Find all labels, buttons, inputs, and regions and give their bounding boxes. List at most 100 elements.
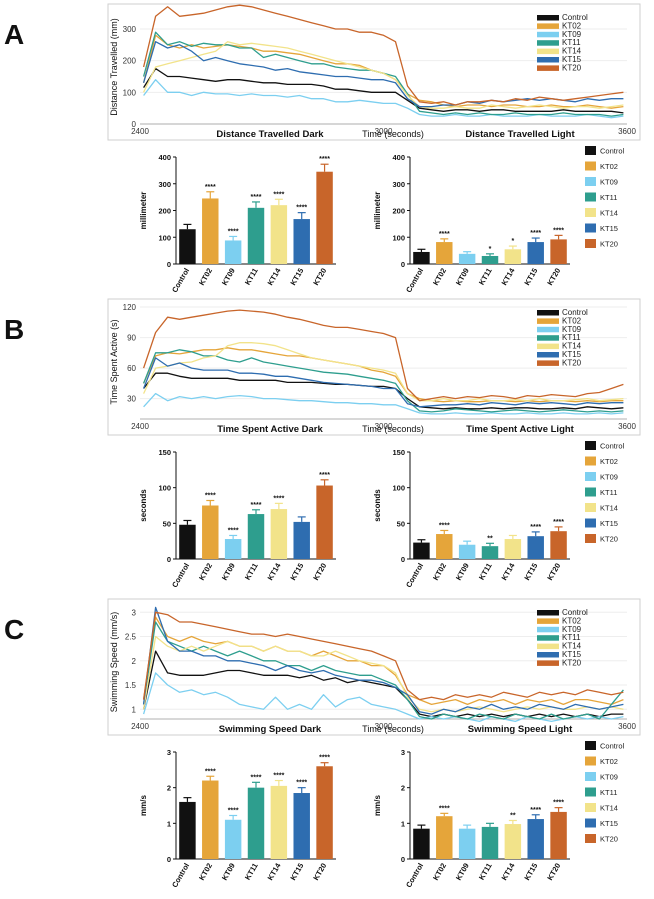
x-tick-label: KT09 <box>454 267 471 287</box>
series-line-kt02 <box>142 34 624 109</box>
bar-kt15 <box>527 242 544 264</box>
significance-stars: **** <box>553 519 564 526</box>
x-tick-label: KT15 <box>522 862 539 882</box>
bar-kt02 <box>202 780 219 859</box>
legend-swatch <box>585 161 596 171</box>
x-tick-label: 3000 <box>375 422 393 431</box>
bar-kt14 <box>270 509 288 559</box>
bar-chart-dark: 0 1 2 3 mm/s Control **** KT02 **** KT09 **** KT11 *… <box>139 748 336 889</box>
bar-legend: Control KT02 KT09 KT11 KT14 KT15 KT20 <box>585 741 625 844</box>
x-tick-label: KT15 <box>522 267 539 287</box>
light-label: Distance Travelled Light <box>465 129 575 140</box>
legend-swatch <box>585 756 596 766</box>
legend-label: KT09 <box>562 625 582 634</box>
series-line-kt11 <box>142 349 624 413</box>
legend-swatch <box>585 487 596 497</box>
x-tick-label: 3000 <box>375 722 393 731</box>
panel-C: C 1 1.5 2 2.5 3 2400 3000 3600 Swimming Speed (mm… <box>4 598 641 889</box>
significance-stars: **** <box>273 495 284 502</box>
significance-stars: **** <box>319 156 330 163</box>
legend-swatch <box>537 660 559 666</box>
x-tick-label: 2400 <box>131 422 149 431</box>
bar-kt02 <box>436 242 453 264</box>
x-tick-label: Control <box>170 862 191 890</box>
legend-swatch <box>537 40 559 46</box>
x-tick-label: KT20 <box>311 267 328 287</box>
legend-swatch <box>537 23 559 29</box>
bar-chart-light: 0 50 100 150 seconds Control **** KT02 KT09 ** KT1… <box>373 448 570 589</box>
legend-swatch <box>585 146 596 155</box>
y-tick-label: 200 <box>123 57 137 66</box>
y-tick-label: 1 <box>401 819 405 828</box>
y-tick-label: 0 <box>132 120 137 129</box>
legend-swatch <box>537 65 559 71</box>
legend-swatch <box>585 803 596 812</box>
legend-label: KT09 <box>600 178 618 187</box>
bar-kt09 <box>458 253 476 264</box>
legend-label: KT09 <box>600 473 618 482</box>
significance-stars: **** <box>319 472 330 479</box>
bar-kt09 <box>224 539 242 559</box>
panel-letter: C <box>4 614 24 645</box>
x-tick-label: Control <box>170 562 191 590</box>
significance-stars: **** <box>553 227 564 234</box>
significance-stars: **** <box>439 231 450 238</box>
x-tick-label: 3600 <box>618 422 636 431</box>
y-tick-label: 2 <box>401 784 405 793</box>
light-label: Swimming Speed Light <box>468 724 573 735</box>
y-tick-label: 3 <box>167 748 171 757</box>
legend-swatch <box>537 352 559 358</box>
significance-stars: **** <box>251 502 262 509</box>
y-tick-label: 100 <box>392 233 405 242</box>
legend-label: KT15 <box>600 819 618 828</box>
legend-swatch <box>585 772 596 781</box>
legend-label: KT02 <box>562 21 582 30</box>
bar-kt02 <box>202 198 219 264</box>
x-tick-label: Control <box>404 562 425 590</box>
x-tick-label: KT09 <box>454 562 471 582</box>
y-tick-label: 50 <box>163 519 171 528</box>
x-tick-label: KT15 <box>288 267 305 287</box>
panel-B: B 30 60 90 120 2400 3000 3600 Time Spent Active … <box>4 298 641 589</box>
y-tick-label: 300 <box>158 180 171 189</box>
legend-label: KT14 <box>562 642 582 651</box>
y-tick-label: 50 <box>397 519 405 528</box>
legend-swatch <box>585 503 596 512</box>
bar-kt09 <box>224 240 242 264</box>
bar-kt20 <box>316 171 333 264</box>
bar-ylabel: mm/s <box>139 795 148 816</box>
legend-swatch <box>585 239 596 248</box>
x-tick-label: KT15 <box>522 562 539 582</box>
panel-letter: B <box>4 314 24 345</box>
y-tick-label: 300 <box>392 180 405 189</box>
bar-kt11 <box>247 514 265 559</box>
x-tick-label: KT02 <box>197 562 214 582</box>
bar-legend: Control KT02 KT09 KT11 KT14 KT15 KT20 <box>585 441 625 544</box>
bar-ylabel: millimeter <box>373 192 382 230</box>
bar-chart-dark: 0 50 100 150 seconds Control **** KT02 **** KT09 *… <box>139 448 336 589</box>
y-tick-label: 400 <box>392 153 405 162</box>
timeline-plot: 0 100 200 300 2400 3000 3600 Distance Travelled… <box>107 3 641 141</box>
significance-stars: **** <box>205 184 216 191</box>
legend-label: KT20 <box>600 240 618 249</box>
x-tick-label: KT09 <box>220 267 237 287</box>
y-tick-label: 400 <box>158 153 171 162</box>
bar-control <box>413 828 430 859</box>
legend-label: Control <box>600 442 625 451</box>
x-tick-label: KT11 <box>243 267 260 287</box>
legend-swatch <box>537 57 559 63</box>
significance-stars: **** <box>439 805 450 812</box>
bar-control <box>413 251 430 264</box>
bar-control <box>413 542 430 559</box>
y-tick-label: 200 <box>392 207 405 216</box>
legend-label: KT14 <box>600 804 618 813</box>
bar-kt15 <box>293 521 310 559</box>
y-tick-label: 150 <box>392 448 405 457</box>
x-tick-label: 3600 <box>618 127 636 136</box>
legend-label: KT20 <box>562 658 582 667</box>
legend-swatch <box>537 326 559 333</box>
x-tick-label: KT15 <box>288 562 305 582</box>
dark-label: Time Spent Active Dark <box>217 424 323 435</box>
series-line-kt15 <box>142 357 624 408</box>
